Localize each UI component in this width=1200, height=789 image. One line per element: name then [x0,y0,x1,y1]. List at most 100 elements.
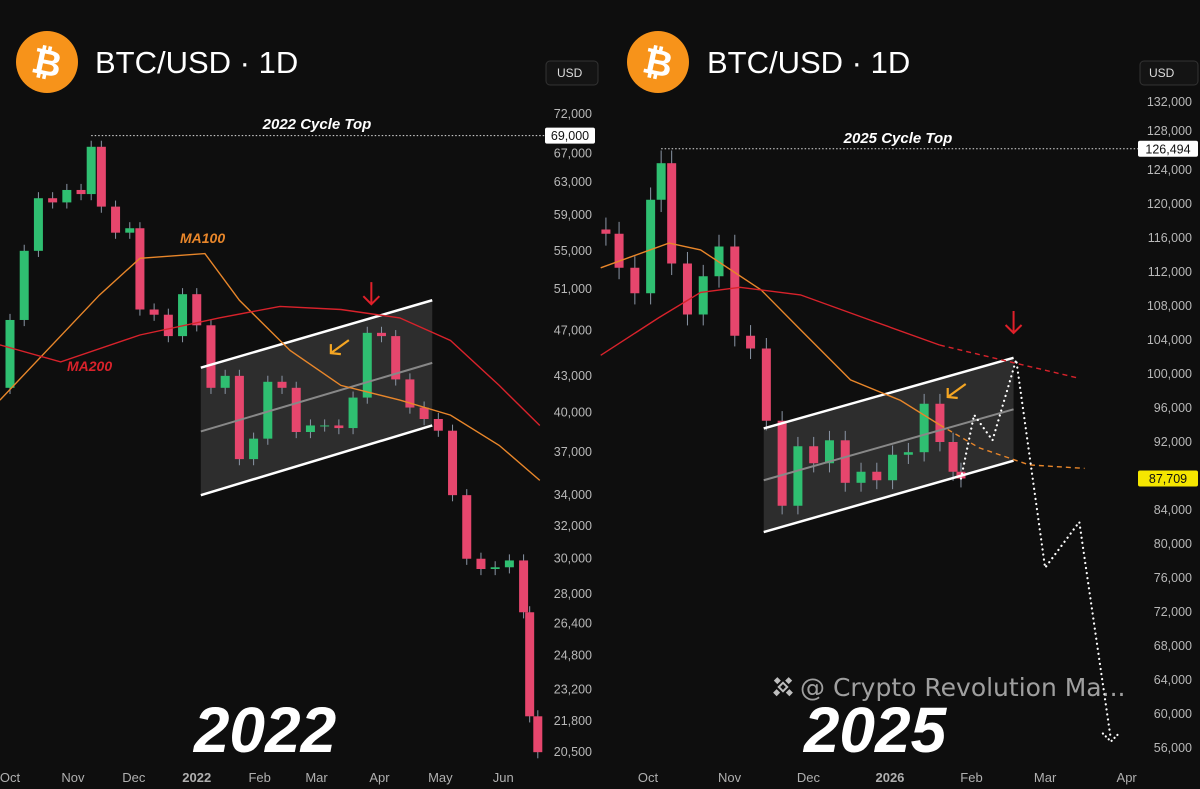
cycle-top-label: 2022 Cycle Top [262,116,372,133]
year-label: 2025 [803,694,948,766]
candle-body [476,558,486,570]
candle-body [746,335,756,349]
candle-body [730,246,740,336]
candle-body [856,471,866,483]
x-tick-label: Nov [61,770,85,785]
projection-arrowhead-icon [1101,732,1120,744]
y-tick-label: 43,000 [554,369,592,383]
y-tick-label: 37,000 [554,445,592,459]
candle-body [761,348,771,421]
candle-body [872,471,882,481]
candle-body [48,198,58,203]
red-down-arrow-icon [1004,311,1023,335]
candle-body [220,375,230,388]
currency-button[interactable] [545,60,599,86]
y-tick-label: 104,000 [1147,333,1192,347]
currency-button[interactable] [1139,60,1199,86]
candle-body [320,425,330,427]
candle-body [614,233,624,268]
y-tick-label: 32,000 [554,519,592,533]
y-tick-label: 128,000 [1147,124,1192,138]
y-tick-label: 76,000 [1154,571,1192,585]
candle-body [656,163,666,200]
x-tick-label: Oct [638,770,659,785]
candle-body [62,189,72,203]
candle-body [249,438,259,460]
y-tick-label: 30,000 [554,552,592,566]
ma200-line [0,305,541,426]
y-tick-label: 96,000 [1154,401,1192,415]
candle-body [234,375,244,460]
x-tick-label: Nov [718,770,742,785]
cycle-top-price: 69,000 [551,129,589,143]
candle-body [919,403,929,453]
year-label: 2022 [193,694,336,766]
candle-body [178,294,188,337]
channel-mid-line [763,408,1014,482]
x-tick-label: Mar [305,770,328,785]
y-tick-label: 59,000 [554,208,592,222]
candle-body [206,325,216,388]
x-tick-label: 2022 [182,770,211,785]
y-tick-label: 132,000 [1147,95,1192,109]
candle-body [809,446,819,464]
candle-body [935,403,945,442]
ma100-projected-line [939,424,1085,470]
y-tick-label: 26,400 [554,617,592,631]
watermark: @ Crypto Revolution Ma... [773,673,1125,702]
channel-upper-line [200,299,433,369]
orange-left-arrow-icon [946,383,967,400]
candle-body [125,228,135,233]
y-tick-label: 21,800 [554,714,592,728]
ma100-label: MA100 [180,230,225,246]
candle-body [111,206,121,233]
candle-body [33,198,43,251]
y-tick-label: 24,800 [554,648,592,662]
candle-body [334,425,344,429]
candle-body [948,442,958,472]
y-tick-label: 67,000 [554,147,592,161]
y-tick-label: 72,000 [554,107,592,121]
header-2022: ₿ BTC/USD · 1D USD [16,31,599,93]
bitcoin-icon [627,31,689,93]
candle-body [348,397,358,429]
candle-body [405,379,415,408]
orange-left-arrow-icon [329,339,350,356]
candle-body [163,314,173,337]
cycle-top-price-tag [1138,140,1198,157]
x-tick-label: Dec [122,770,146,785]
y-tick-label: 60,000 [1154,707,1192,721]
x-tick-label: Apr [1117,770,1138,785]
chart-title: BTC/USD · 1D [707,45,910,80]
candle-body [698,276,708,315]
cycle-top-price-tag [545,127,595,144]
candle-body [646,199,656,294]
x-tick-label: Jun [493,770,514,785]
y-tick-label: 72,000 [1154,605,1192,619]
y-tick-label: 100,000 [1147,367,1192,381]
ma200-label: MA200 [67,358,112,374]
candle-body [362,332,372,398]
current-price-tag [1138,470,1198,487]
channel-lower-line [763,459,1014,534]
candle-body [419,407,429,419]
candle-body [490,567,500,570]
x-tick-label: Feb [960,770,982,785]
x-tick-label: May [428,770,453,785]
candle-body [448,430,458,496]
candle-body [277,381,287,388]
y-tick-label: 56,000 [1154,741,1192,755]
y-tick-label: 28,000 [554,587,592,601]
candle-body [504,560,514,568]
cycle-top-label: 2025 Cycle Top [843,130,953,147]
y-tick-label: 108,000 [1147,299,1192,313]
candle-body [888,454,898,481]
y-tick-label: 51,000 [554,282,592,296]
candle-body [96,146,106,207]
x-tick-label: 2026 [875,770,904,785]
ma100-line [600,242,941,426]
y-tick-label: 55,000 [554,244,592,258]
y-tick-label: 63,000 [554,175,592,189]
candle-body [192,294,202,326]
